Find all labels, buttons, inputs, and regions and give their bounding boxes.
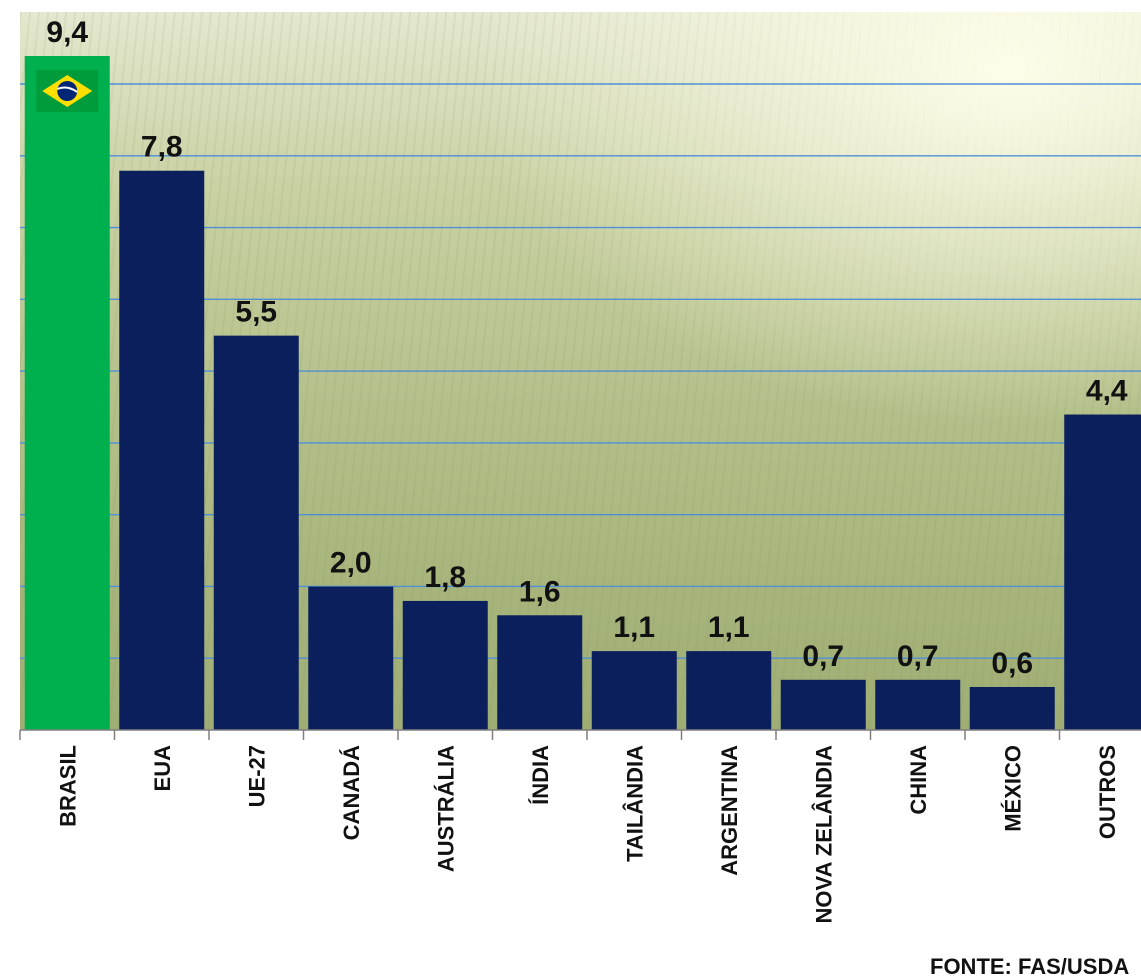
- category-label: TAILÂNDIA: [622, 745, 647, 862]
- bar-nova-zelândia: [780, 679, 866, 730]
- value-label: 1,1: [613, 611, 655, 644]
- category-label: NOVA ZELÂNDIA: [811, 745, 836, 924]
- category-label: ÍNDIA: [528, 745, 553, 805]
- gridlines: [20, 83, 1141, 659]
- category-labels: BRASIL EUA UE-27 CANADÁ AUSTRÁLIA ÍNDIA TAILÂN…: [55, 745, 1120, 924]
- brazil-flag-icon: [36, 70, 99, 112]
- value-label: 4,4: [1086, 375, 1128, 408]
- category-label: OUTROS: [1095, 745, 1120, 839]
- bar-índia: [497, 615, 583, 730]
- bar-argentina: [686, 651, 772, 730]
- bar-china: [875, 679, 961, 730]
- category-label: MÉXICO: [1000, 745, 1025, 832]
- bar-canadá: [308, 586, 394, 730]
- value-label: 5,5: [235, 296, 277, 329]
- category-label: CHINA: [906, 745, 931, 815]
- value-label: 0,7: [802, 640, 844, 673]
- category-label: EUA: [150, 745, 175, 792]
- category-label: CANADÁ: [339, 745, 364, 840]
- bar-austrália: [402, 600, 488, 730]
- value-label: 0,7: [897, 640, 939, 673]
- bar-outros: [1064, 414, 1141, 730]
- value-label: 1,1: [708, 611, 750, 644]
- value-label: 7,8: [141, 131, 183, 164]
- value-label: 0,6: [991, 647, 1033, 680]
- bars: [24, 56, 1141, 731]
- value-label: 1,8: [424, 561, 466, 594]
- category-label: UE-27: [244, 745, 269, 807]
- bar-méxico: [969, 686, 1055, 730]
- source-note: FONTE: FAS/USDA: [930, 954, 1129, 979]
- value-label: 2,0: [330, 547, 372, 580]
- bar-brasil: [24, 56, 110, 730]
- category-label: ARGENTINA: [717, 745, 742, 876]
- value-label: 9,4: [46, 16, 88, 49]
- category-label: AUSTRÁLIA: [433, 745, 458, 872]
- value-label: 1,6: [519, 575, 561, 608]
- bar-eua: [119, 170, 205, 731]
- category-label: BRASIL: [55, 745, 80, 827]
- bar-tailândia: [591, 651, 677, 730]
- value-labels: 9,4 7,8 5,5 2,0 1,8 1,6 1,1 1,1 0,7 0,7 0,6 4,4: [46, 16, 1128, 680]
- x-axis: [19, 729, 1141, 740]
- bar-ue-27: [213, 335, 299, 730]
